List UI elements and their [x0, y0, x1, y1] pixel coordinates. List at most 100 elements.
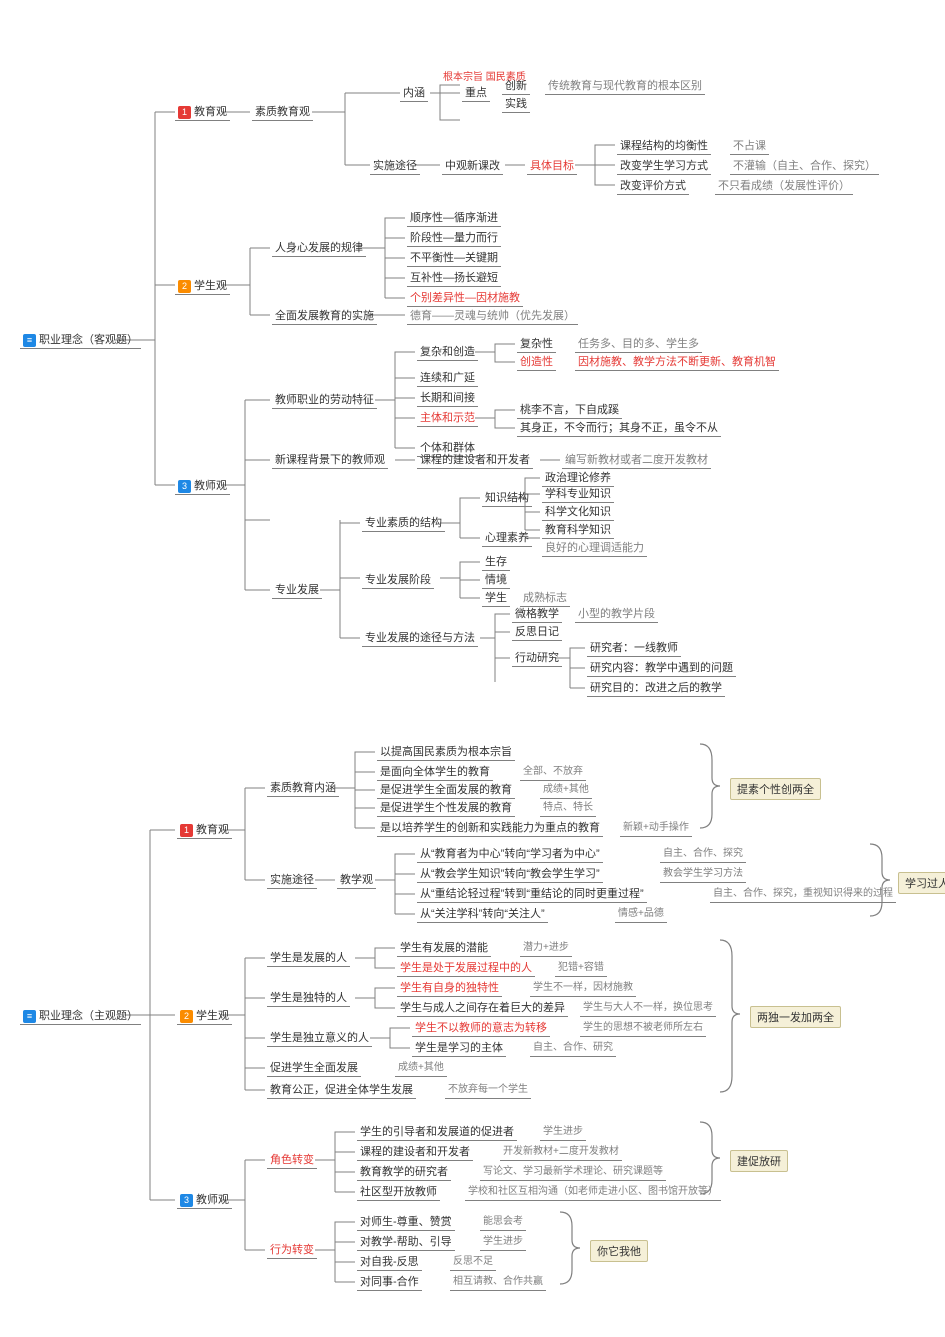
js3: 教育教学的研究者 — [357, 1164, 451, 1181]
number-badge-icon: 2 — [180, 1010, 193, 1023]
number-badge-icon: 2 — [178, 280, 191, 293]
l4a: 桃李不言，下自成蹊 — [517, 402, 622, 419]
tj3: 行动研究 — [512, 650, 562, 667]
jx1: 从“教育者为中心”转向“学习者为中心” — [417, 846, 603, 863]
jd1: 生存 — [482, 554, 510, 571]
chuangxin-note: 传统教育与现代教育的根本区别 — [545, 78, 705, 95]
top-tea: 3教师观 — [175, 478, 230, 495]
tj3c: 研究目的：改进之后的教学 — [587, 680, 725, 697]
xinli: 心理素养 — [482, 530, 532, 547]
sf2-n: 犯错+容错 — [555, 960, 607, 977]
z3: 科学文化知识 — [542, 504, 614, 521]
sf2: 学生是处于发展过程中的人 — [397, 960, 535, 977]
suzhi-edu: 素质教育观 — [252, 104, 313, 121]
sz5: 是以培养学生的创新和实践能力为重点的教育 — [377, 820, 603, 837]
su1-n: 学生的思想不被老师所左右 — [580, 1020, 706, 1037]
zhongdian: 重点 — [462, 85, 490, 102]
jm3a: 改变评价方式 — [617, 178, 689, 195]
sd1: 学生有自身的独特性 — [397, 980, 502, 997]
bot-stu: 2学生观 — [177, 1008, 232, 1025]
l3: 长期和间接 — [417, 390, 478, 407]
sz1: 以提高国民素质为根本宗旨 — [377, 744, 515, 761]
l1a-note: 任务多、目的多、学生多 — [575, 336, 702, 353]
r1: 顺序性—循序渐进 — [407, 210, 501, 227]
s-duli: 学生是独立意义的人 — [267, 1030, 372, 1047]
js1: 学生的引导者和发展道的促进者 — [357, 1124, 517, 1141]
r4: 互补性—扬长避短 — [407, 270, 501, 287]
zhuanye: 专业发展 — [272, 582, 322, 599]
rules: 人身心发展的规律 — [272, 240, 366, 257]
jm3b: 不只看成绩（发展性评价） — [715, 178, 853, 195]
s-fazhan: 学生是发展的人 — [267, 950, 350, 967]
tj1-note: 小型的教学片段 — [575, 606, 658, 623]
sd2: 学生与成人之间存在着巨大的差异 — [397, 1000, 568, 1017]
summary-jx: 学习过人 — [898, 872, 945, 894]
l4b: 其身正，不令而行；其身不正，虽令不从 — [517, 420, 721, 437]
jx2: 从“教会学生知识”转向“教会学生学习” — [417, 866, 603, 883]
su2: 学生是学习的主体 — [412, 1040, 506, 1057]
tj3a: 研究者：一线教师 — [587, 640, 681, 657]
number-badge-icon: 3 — [180, 1194, 193, 1207]
xingwei: 行为转变 — [267, 1242, 317, 1259]
xw1: 对师生-尊重、赞赏 — [357, 1214, 455, 1231]
number-badge-icon: 3 — [178, 480, 191, 493]
mindmap-canvas: ≡职业理念（客观题） 1教育观 2学生观 3教师观 素质教育观 内涵 根本宗旨 … — [0, 0, 945, 1337]
js1-n: 学生进步 — [540, 1124, 586, 1141]
jx1-n: 自主、合作、探究 — [660, 846, 746, 863]
xw2: 对教学-帮助、引导 — [357, 1234, 455, 1251]
jx3-n: 自主、合作、探究，重视知识得来的过程 — [710, 886, 896, 903]
sz-neihan: 素质教育内涵 — [267, 780, 339, 797]
jd3-note: 成熟标志 — [520, 590, 570, 607]
sz3-n: 成绩+其他 — [540, 782, 592, 799]
l1: 复杂和创造 — [417, 344, 478, 361]
sf1: 学生有发展的潜能 — [397, 940, 491, 957]
s-gz-n: 不放弃每一个学生 — [445, 1082, 531, 1099]
xw3: 对自我-反思 — [357, 1254, 422, 1271]
l2: 连续和广延 — [417, 370, 478, 387]
quanmian: 全面发展教育的实施 — [272, 308, 377, 325]
jiegou: 专业素质的结构 — [362, 515, 445, 532]
l1a: 复杂性 — [517, 336, 556, 353]
b-jiaoxue: 教学观 — [337, 872, 376, 889]
jm1a: 课程结构的均衡性 — [617, 138, 711, 155]
sz2: 是面向全体学生的教育 — [377, 764, 493, 781]
jieduan: 专业发展阶段 — [362, 572, 434, 589]
jm1b: 不占课 — [730, 138, 769, 155]
xw4-n: 相互请教、合作共赢 — [450, 1274, 546, 1291]
js2-n: 开发新教材+二度开发教材 — [500, 1144, 622, 1161]
sf1-n: 潜力+进步 — [520, 940, 572, 957]
js3-n: 写论文、学习最新学术理论、研究课题等 — [480, 1164, 666, 1181]
bot-tea: 3教师观 — [177, 1192, 232, 1209]
juese: 角色转变 — [267, 1152, 317, 1169]
sd1-n: 学生不一样，因材施教 — [530, 980, 636, 997]
l1b-note: 因材施教、教学方法不断更新、教育机智 — [575, 354, 779, 371]
sz2-n: 全部、不放弃 — [520, 764, 586, 781]
top-edu: 1教育观 — [175, 104, 230, 121]
jd3: 学生 — [482, 590, 510, 607]
tujing: 专业发展的途径与方法 — [362, 630, 478, 647]
jx4-n: 情感+品德 — [615, 906, 667, 923]
xinli-note: 良好的心理调适能力 — [542, 540, 647, 557]
su2-n: 自主、合作、研究 — [530, 1040, 616, 1057]
laodong: 教师职业的劳动特征 — [272, 392, 377, 409]
root-top: ≡职业理念（客观题） — [20, 332, 141, 349]
jm2a: 改变学生学习方式 — [617, 158, 711, 175]
badge-icon: ≡ — [23, 334, 36, 347]
xw2-n: 学生进步 — [480, 1234, 526, 1251]
chuangxin: 创新 — [502, 78, 530, 95]
zhongguan: 中观新课改 — [442, 158, 503, 175]
shijian: 实践 — [502, 96, 530, 113]
z1: 政治理论修养 — [542, 470, 614, 487]
z2: 学科专业知识 — [542, 486, 614, 503]
xinkecheng-a: 课程的建设者和开发者 — [417, 452, 533, 469]
jm2b: 不灌输（自主、合作、探究） — [730, 158, 879, 175]
badge-icon: ≡ — [23, 1010, 36, 1023]
js4: 社区型开放教师 — [357, 1184, 440, 1201]
z4: 教育科学知识 — [542, 522, 614, 539]
s-qm: 促进学生全面发展 — [267, 1060, 361, 1077]
neihan: 内涵 — [400, 85, 428, 102]
l1b: 创造性 — [517, 354, 556, 371]
number-badge-icon: 1 — [178, 106, 191, 119]
js4-n: 学校和社区互相沟通（如老师走进小区、图书馆开放等） — [465, 1184, 721, 1201]
summary-stu: 两独一发加两全 — [750, 1006, 841, 1028]
